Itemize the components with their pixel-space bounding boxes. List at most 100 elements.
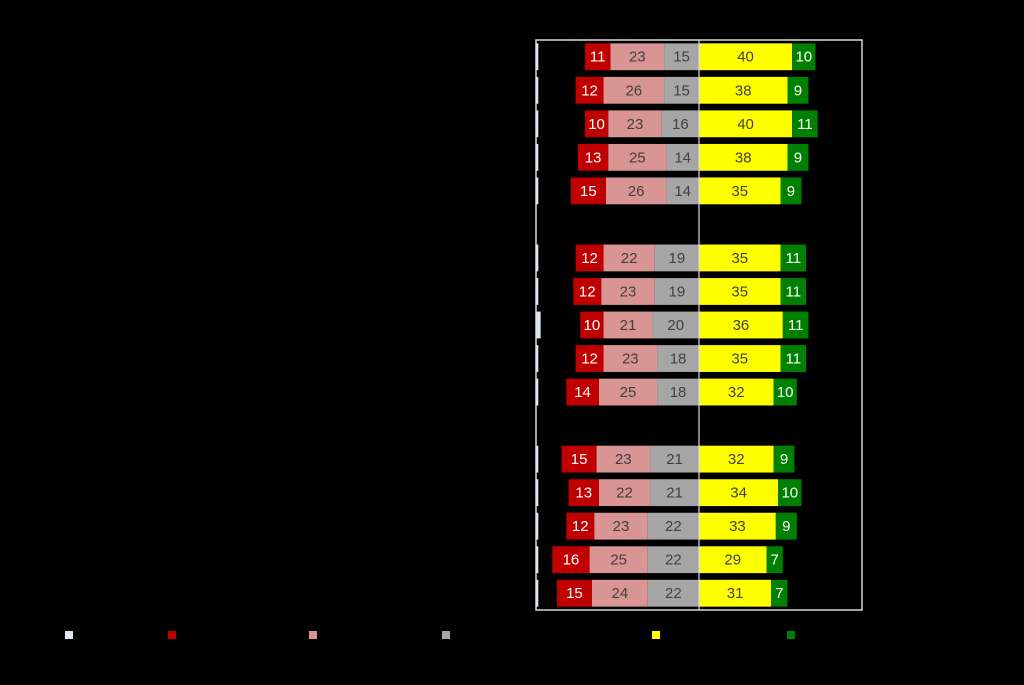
value-label: 12 — [572, 518, 589, 535]
value-label: 35 — [731, 350, 748, 367]
bar-segment — [610, 43, 665, 71]
value-label: 12 — [581, 82, 598, 99]
value-label: 23 — [629, 49, 646, 66]
bar-segment — [771, 579, 788, 607]
value-label: 12 — [581, 250, 598, 267]
bar-segment — [780, 345, 807, 372]
value-label: 35 — [731, 183, 748, 200]
value-label: 24 — [611, 585, 628, 602]
bar-segment — [699, 244, 781, 272]
value-label: 11 — [786, 250, 802, 267]
value-label: 32 — [728, 384, 745, 401]
value-label: 13 — [585, 149, 602, 166]
value-label: 11 — [590, 49, 606, 66]
value-label: 22 — [665, 585, 682, 602]
value-label: 36 — [733, 317, 750, 334]
bar-segment — [608, 143, 667, 171]
value-label: 9 — [794, 149, 802, 166]
value-label: 23 — [613, 518, 630, 535]
bar-segment — [536, 278, 539, 305]
value-label: 10 — [777, 384, 794, 401]
bar-segment — [657, 378, 699, 406]
bar-segment — [584, 43, 611, 71]
value-label: 38 — [735, 82, 752, 99]
bar-segment — [575, 345, 604, 372]
value-label: 10 — [781, 485, 798, 502]
bar-segment — [598, 378, 658, 406]
bar-segment — [601, 278, 655, 305]
value-label: 22 — [616, 485, 633, 502]
bar-segment — [699, 43, 793, 71]
value-label: 25 — [610, 552, 627, 569]
value-label: 21 — [620, 317, 637, 334]
bar-segment — [584, 110, 609, 138]
bar-segment — [536, 479, 539, 507]
bar-segment — [773, 378, 797, 406]
value-label: 18 — [670, 350, 687, 367]
value-label: 23 — [620, 283, 637, 300]
bar-segment — [647, 512, 699, 540]
bar-segment — [654, 278, 699, 305]
bar-segment — [792, 43, 816, 71]
bar-segment — [577, 143, 609, 171]
value-label: 7 — [775, 585, 783, 602]
value-label: 25 — [629, 149, 646, 166]
value-label: 40 — [737, 49, 754, 66]
bar-segment — [594, 512, 648, 540]
bar-segment — [654, 244, 699, 272]
bar-segment — [699, 579, 772, 607]
bar-segment — [573, 278, 602, 305]
bar-segment — [568, 479, 599, 507]
value-label: 15 — [673, 82, 690, 99]
value-label: 33 — [729, 518, 746, 535]
bar-segment — [536, 43, 539, 71]
bar-segment — [536, 579, 539, 607]
bar-segment — [666, 177, 699, 205]
value-label: 15 — [673, 49, 690, 66]
bar-segment — [652, 311, 699, 339]
value-label: 38 — [735, 149, 752, 166]
bar-segment — [598, 479, 651, 507]
bar-segment — [792, 110, 818, 138]
legend-swatch — [442, 631, 450, 639]
legend-swatch — [65, 631, 73, 639]
bar-segment — [603, 76, 665, 104]
bar-segment — [780, 244, 807, 272]
bar-segment — [699, 546, 767, 574]
bar-segment — [699, 177, 781, 205]
bar-segment — [536, 244, 539, 272]
bar-segment — [605, 177, 667, 205]
value-label: 9 — [782, 518, 790, 535]
bar-segment — [775, 512, 797, 540]
value-label: 16 — [672, 116, 689, 133]
value-label: 35 — [731, 283, 748, 300]
value-label: 22 — [621, 250, 638, 267]
bar-segment — [699, 278, 781, 305]
bar-segment — [536, 110, 539, 138]
value-label: 15 — [566, 585, 583, 602]
value-label: 26 — [628, 183, 645, 200]
bar-segment — [536, 512, 539, 540]
bar-segment — [575, 76, 604, 104]
value-label: 19 — [669, 283, 686, 300]
value-label: 14 — [674, 149, 691, 166]
bar-segment — [575, 244, 604, 272]
bar-segment — [699, 479, 779, 507]
bar-segment — [536, 311, 541, 339]
value-label: 13 — [575, 485, 592, 502]
value-label: 23 — [615, 451, 632, 468]
value-label: 20 — [667, 317, 684, 334]
bar-segment — [552, 546, 590, 574]
value-label: 11 — [788, 317, 804, 334]
bar-segment — [778, 479, 802, 507]
value-label: 31 — [727, 585, 744, 602]
bar-segment — [608, 110, 662, 138]
bar-segment — [699, 445, 774, 473]
value-label: 23 — [627, 116, 644, 133]
value-label: 15 — [571, 451, 588, 468]
bar-segment — [780, 278, 807, 305]
bar-segment — [787, 76, 809, 104]
value-label: 34 — [730, 485, 747, 502]
legend-swatch — [787, 631, 795, 639]
value-label: 9 — [787, 183, 795, 200]
